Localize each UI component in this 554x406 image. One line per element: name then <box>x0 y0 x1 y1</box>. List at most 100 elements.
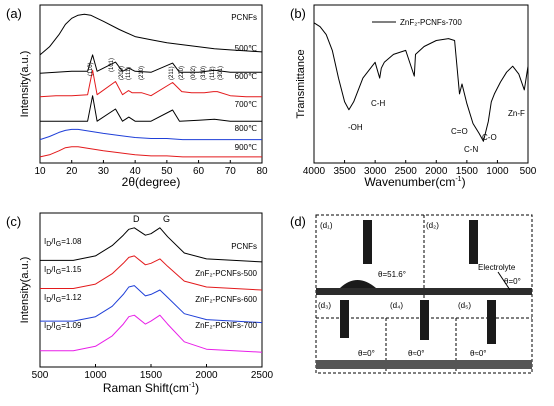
c-r4-val: =1.09 <box>61 321 82 330</box>
c-ratios: ID/IG=1.08 ID/IG=1.15 ID/IG=1.12 ID/IG=1… <box>44 237 82 332</box>
panel-b-xtick-label: 4000 <box>303 166 326 177</box>
panel-b-label: (b) <box>290 6 306 21</box>
panel-c-ylabel: Intensity(a.u.) <box>19 257 31 324</box>
panel-a-xtick-label: 70 <box>225 166 237 177</box>
c-name-700: ZnF₂-PCNFs-700 <box>195 321 257 330</box>
d-substrate-bottom <box>316 360 532 369</box>
b-xlabel-close: ) <box>462 175 466 189</box>
panel-c-xticks: 500 1000 1500 2000 2500 <box>32 364 274 381</box>
b-ann-cn: C-N <box>464 145 478 154</box>
c-r3-val: =1.12 <box>61 293 82 302</box>
d1-needle <box>363 220 372 264</box>
panel-a-series-2 <box>39 69 262 98</box>
panel-b-xtick-label: 1000 <box>486 166 509 177</box>
c-ratio-4: ID/IG=1.09 <box>44 321 82 332</box>
c-peak-d: D <box>133 214 140 224</box>
d1-label: (d₁) <box>320 221 333 230</box>
panel-b-xtick-label: 1500 <box>456 166 479 177</box>
c-name-pcnfs: PCNFs <box>231 242 257 251</box>
panel-c-xtick-label: 2500 <box>251 370 274 381</box>
peak-110: (110) <box>88 62 94 76</box>
peak-310: (310) <box>201 66 207 80</box>
panel-c-xtick-label: 500 <box>32 370 49 381</box>
b-xlabel-sup: -1 <box>455 176 461 183</box>
panel-a-xtick-label: 80 <box>256 166 268 177</box>
d4-label: (d₄) <box>390 301 403 310</box>
b-ann-znf: Zn-F <box>508 109 525 118</box>
d4-theta: θ≈0° <box>408 349 425 358</box>
b-legend-label: ZnF₂-PCNFs-700 <box>400 18 462 27</box>
c-peak-g: G <box>163 214 170 224</box>
a-label-900: 900℃ <box>235 143 257 152</box>
c-name-500: ZnF₂-PCNFs-500 <box>195 269 257 278</box>
c-ratio-3: ID/IG=1.12 <box>44 293 82 304</box>
c-r2-slash: /I <box>51 265 55 274</box>
peak-111: (111) <box>126 67 132 80</box>
panel-c-label: (c) <box>6 214 21 229</box>
panel-c-series-0 <box>40 227 263 263</box>
c-xlabel-close: ) <box>195 381 199 395</box>
d-electrolyte-label: Electrolyte <box>478 263 516 272</box>
panel-a-series <box>39 13 263 158</box>
d-substrate-top <box>316 288 532 295</box>
c-r3-slash: /I <box>51 293 55 302</box>
d-labels: (d₁) (d₂) (d₃) (d₄) (d₅) θ=51.6° θ=0° θ=… <box>318 221 521 358</box>
panel-a-series-3 <box>40 95 262 122</box>
panel-c-xtick-label: 1000 <box>84 370 107 381</box>
panel-b-xtick-label: 2000 <box>425 166 448 177</box>
panel-b-xtick-label: 500 <box>520 166 537 177</box>
a-label-700: 700℃ <box>235 100 257 109</box>
panel-a-series-0 <box>39 13 263 56</box>
panel-c-xlabel: Raman Shift(cm-1) <box>103 381 199 395</box>
panel-c-series-2 <box>40 285 263 324</box>
panel-a-xtick-label: 10 <box>34 166 46 177</box>
c-r1-val: =1.08 <box>61 237 82 246</box>
panel-b: (b) Transmittance Wavenumber(cm-1) ZnF₂-… <box>290 4 537 189</box>
c-r1-d: D <box>46 241 51 248</box>
panel-c-xtick-label: 1500 <box>140 370 163 381</box>
c-xlabel-text: Raman Shift(cm <box>103 381 189 395</box>
panel-a-frame <box>39 4 263 164</box>
peak-101: (101) <box>109 58 115 72</box>
a-label-500: 500℃ <box>235 44 257 53</box>
panel-c: (c) Intensity(a.u.) Raman Shift(cm-1) 50… <box>6 212 274 395</box>
panel-a-xtick-label: 20 <box>66 166 78 177</box>
panel-d: (d) (d₁) (d₂) (d₃) (d₄) (d₅) θ=51.6° θ=0… <box>290 214 533 374</box>
panel-b-xtick-label: 3000 <box>364 166 387 177</box>
c-r3-d: D <box>46 297 51 304</box>
panel-a-series-1 <box>39 54 262 74</box>
panel-a-series-5 <box>39 146 262 158</box>
a-label-800: 800℃ <box>235 124 257 133</box>
d1-theta: θ=51.6° <box>378 270 406 279</box>
d3-needle <box>340 300 349 338</box>
b-xlabel-text: Wavenumber(cm <box>364 175 455 189</box>
peak-301: (301) <box>218 66 224 80</box>
panel-a-xtick-label: 40 <box>130 166 142 177</box>
a-peak-labels: (110) (101) (200) (111) (210) (211) (220… <box>88 58 224 80</box>
c-r4-slash: /I <box>51 321 55 330</box>
panel-c-xtick-label: 2000 <box>195 370 218 381</box>
c-r1-i: I <box>44 237 46 246</box>
c-r1-slash: /I <box>51 237 55 246</box>
panel-b-ylabel: Transmittance <box>295 49 307 118</box>
d5-theta: θ≈0° <box>470 349 487 358</box>
a-label-pcnfs: PCNFs <box>231 13 257 22</box>
panel-b-frame <box>313 4 529 164</box>
c-r2-i: I <box>44 265 46 274</box>
panel-b-series <box>313 22 529 142</box>
panel-b-xticks: 4000 3500 3000 2500 2000 1500 1000 500 <box>303 160 537 177</box>
d2-needle <box>469 220 478 264</box>
b-ann-co: C-O <box>482 133 497 142</box>
peak-200: (200) <box>119 66 125 80</box>
c-name-600: ZnF₂-PCNFs-600 <box>195 295 257 304</box>
c-r4-g: G <box>56 325 61 332</box>
panel-a-ylabel: Intensity(a.u.) <box>19 51 31 118</box>
panel-a: (a) Intensity(a.u.) 2θ(degree) 10 20 30 40 5… <box>6 4 268 189</box>
peak-220: (220) <box>179 66 185 80</box>
b-ann-co-double: C=O <box>451 127 468 136</box>
d4-needle <box>420 300 429 340</box>
panel-b-xtick-label: 2500 <box>395 166 418 177</box>
panel-a-xtick-label: 50 <box>161 166 173 177</box>
d2-theta: θ=0° <box>504 277 521 286</box>
